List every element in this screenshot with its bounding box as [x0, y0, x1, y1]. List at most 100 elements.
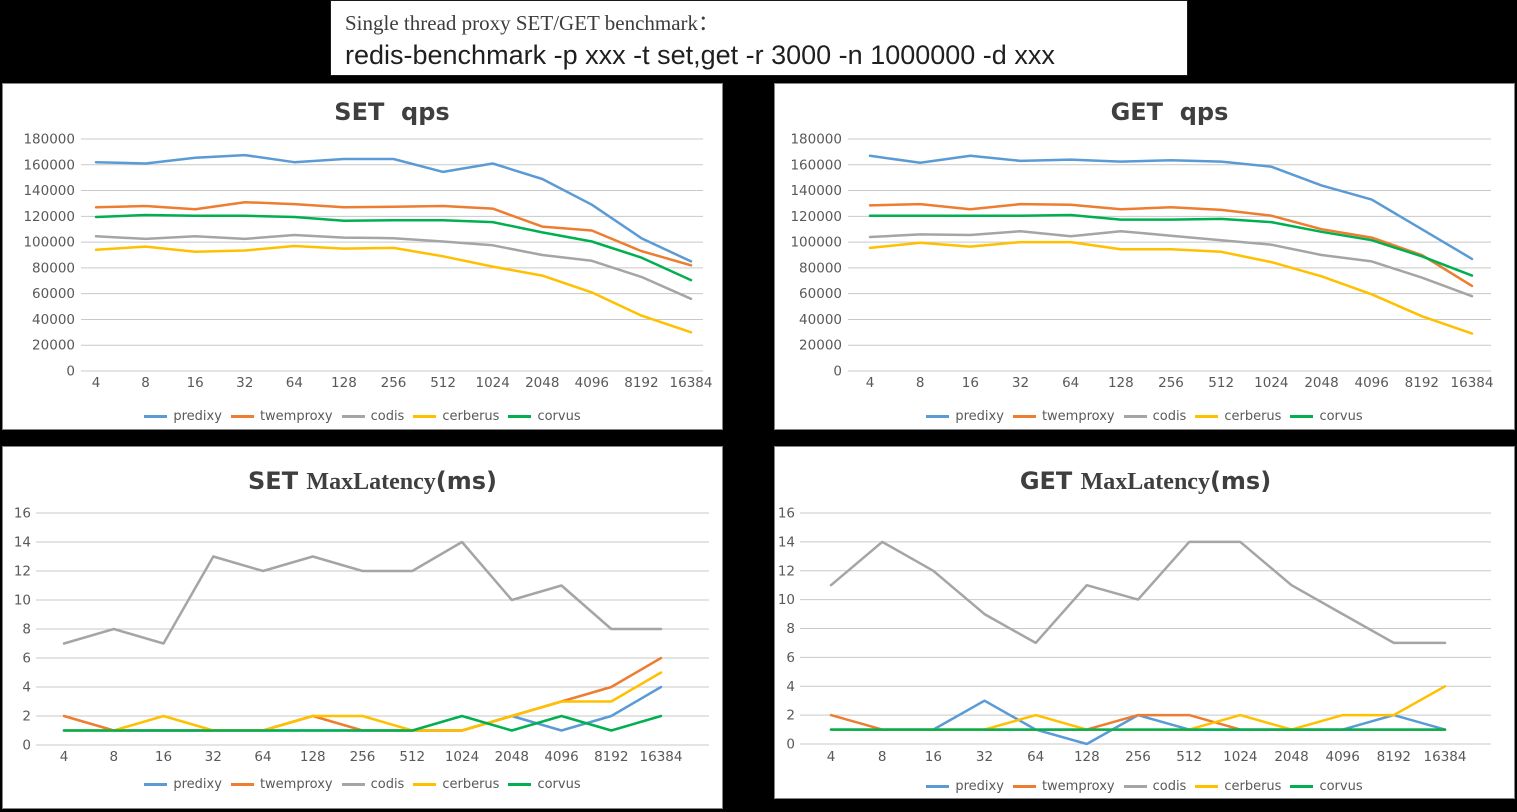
legend-item-cerberus: cerberus: [1195, 409, 1281, 424]
chart-legend: predixy twemproxy codis cerberus corvus: [775, 409, 1514, 424]
series-line-cerberus: [62, 671, 663, 732]
x-axis-label: 128: [1074, 749, 1100, 765]
get-maxlatency-chart-panel: 16 14 12 10 8 6 4 2 0 4 8 16 32 64 128 256 512 1024 2048 40…: [774, 446, 1515, 799]
chart-legend: predixy twemproxy codis cerberus corvus: [3, 777, 722, 792]
legend-swatch-codis: [1123, 785, 1147, 788]
legend-label: twemproxy: [1041, 409, 1115, 424]
x-axis-label: 8: [916, 375, 925, 391]
benchmark-title-box: Single thread proxy SET/GET benchmark： r…: [330, 0, 1188, 76]
legend-item-corvus: corvus: [1290, 409, 1363, 424]
benchmark-title: Single thread proxy SET/GET benchmark：: [345, 11, 720, 35]
x-axis-label: 512: [399, 749, 425, 765]
legend-swatch-twemproxy: [230, 783, 254, 786]
legend-item-cerberus: cerberus: [1195, 779, 1281, 794]
x-axis-label: 16384: [1424, 749, 1467, 765]
legend-label: corvus: [537, 777, 581, 792]
series-line-codis: [868, 229, 1474, 298]
x-axis-label: 512: [1176, 749, 1202, 765]
get-qps-chart-panel: 180000 160000 140000 120000 100000 80000 60000…: [774, 83, 1515, 430]
chart-title: GET qps: [1111, 98, 1229, 126]
y-axis-tick-label: 16: [14, 506, 31, 522]
legend-label: twemproxy: [259, 409, 333, 424]
legend-item-cerberus: cerberus: [413, 777, 499, 792]
legend-item-twemproxy: twemproxy: [1012, 409, 1115, 424]
legend-label: twemproxy: [1041, 779, 1115, 794]
legend-swatch-cerberus: [413, 415, 437, 418]
legend-label: corvus: [537, 409, 581, 424]
legend-swatch-corvus: [1290, 415, 1314, 418]
series-line-corvus: [62, 714, 663, 732]
legend-swatch-corvus: [508, 415, 532, 418]
legend-label: codis: [370, 777, 405, 792]
x-axis-label: 512: [430, 375, 456, 391]
y-axis-tick-label: 100000: [23, 235, 75, 251]
x-axis-label: 64: [286, 375, 303, 391]
legend-item-codis: codis: [1123, 779, 1187, 794]
x-axis-label: 128: [1108, 375, 1134, 391]
x-axis-label: 8: [141, 375, 150, 391]
y-axis-tick-label: 140000: [790, 183, 842, 199]
x-axis-label: 2048: [1304, 375, 1338, 391]
x-axis-label: 128: [300, 749, 326, 765]
y-axis-tick-label: 6: [22, 651, 31, 667]
x-axis-label: 16: [155, 749, 172, 765]
x-axis-label: 32: [236, 375, 253, 391]
legend-label: codis: [370, 409, 405, 424]
legend-label: corvus: [1319, 409, 1363, 424]
y-axis-tick-label: 14: [14, 535, 31, 551]
x-axis-label: 512: [1208, 375, 1234, 391]
series-line-codis: [94, 233, 693, 301]
y-axis-tick-label: 120000: [23, 209, 75, 225]
y-axis-tick-label: 0: [66, 364, 75, 380]
y-axis-tick-label: 16: [778, 506, 795, 522]
chart-title: SET qps: [334, 98, 449, 126]
legend-label: codis: [1152, 409, 1187, 424]
x-axis-label: 8: [878, 749, 887, 765]
y-axis-tick-label: 40000: [32, 312, 75, 328]
legend-item-predixy: predixy: [144, 777, 222, 792]
legend-label: twemproxy: [259, 777, 333, 792]
legend-item-twemproxy: twemproxy: [230, 777, 333, 792]
y-axis-tick-label: 12: [778, 563, 795, 579]
legend-label: codis: [1152, 779, 1187, 794]
y-axis-tick-label: 180000: [790, 132, 842, 148]
series-line-codis: [62, 540, 663, 645]
legend-label: cerberus: [1224, 779, 1282, 794]
y-axis-tick-label: 80000: [799, 260, 842, 276]
legend-swatch-predixy: [926, 785, 950, 788]
legend-swatch-predixy: [926, 415, 950, 418]
y-axis-tick-label: 180000: [23, 132, 75, 148]
x-axis-label: 4: [92, 375, 101, 391]
legend-swatch-codis: [341, 783, 365, 786]
x-axis-label: 256: [1125, 749, 1151, 765]
chart-legend: predixy twemproxy codis cerberus corvus: [3, 409, 722, 424]
legend-item-predixy: predixy: [144, 409, 222, 424]
x-axis-label: 1024: [445, 749, 479, 765]
series-line-predixy: [868, 154, 1474, 261]
set-qps-chart-panel: 180000 160000 140000 120000 100000 80000 60000…: [2, 83, 723, 430]
y-axis-tick-label: 20000: [799, 338, 842, 354]
series-line-predixy: [829, 699, 1447, 746]
legend-swatch-twemproxy: [230, 415, 254, 418]
legend-item-codis: codis: [341, 409, 405, 424]
x-axis-label: 4: [866, 375, 875, 391]
legend-swatch-codis: [341, 415, 365, 418]
series-line-codis: [829, 540, 1447, 645]
x-axis-label: 128: [331, 375, 357, 391]
legend-label: cerberus: [1224, 409, 1282, 424]
x-axis-label: 8: [109, 749, 118, 765]
y-axis-tick-label: 0: [833, 364, 842, 380]
legend-swatch-corvus: [1290, 785, 1314, 788]
series-line-corvus: [94, 213, 693, 282]
legend-item-codis: codis: [341, 777, 405, 792]
y-axis-tick-label: 6: [786, 650, 795, 666]
x-axis-label: 16384: [640, 749, 683, 765]
series-line-cerberus: [829, 685, 1447, 731]
series-line-predixy: [62, 685, 663, 732]
legend-item-corvus: corvus: [508, 777, 581, 792]
y-axis-tick-label: 0: [22, 738, 31, 754]
x-axis-label: 64: [1027, 749, 1044, 765]
series-line-twemproxy: [868, 202, 1474, 288]
